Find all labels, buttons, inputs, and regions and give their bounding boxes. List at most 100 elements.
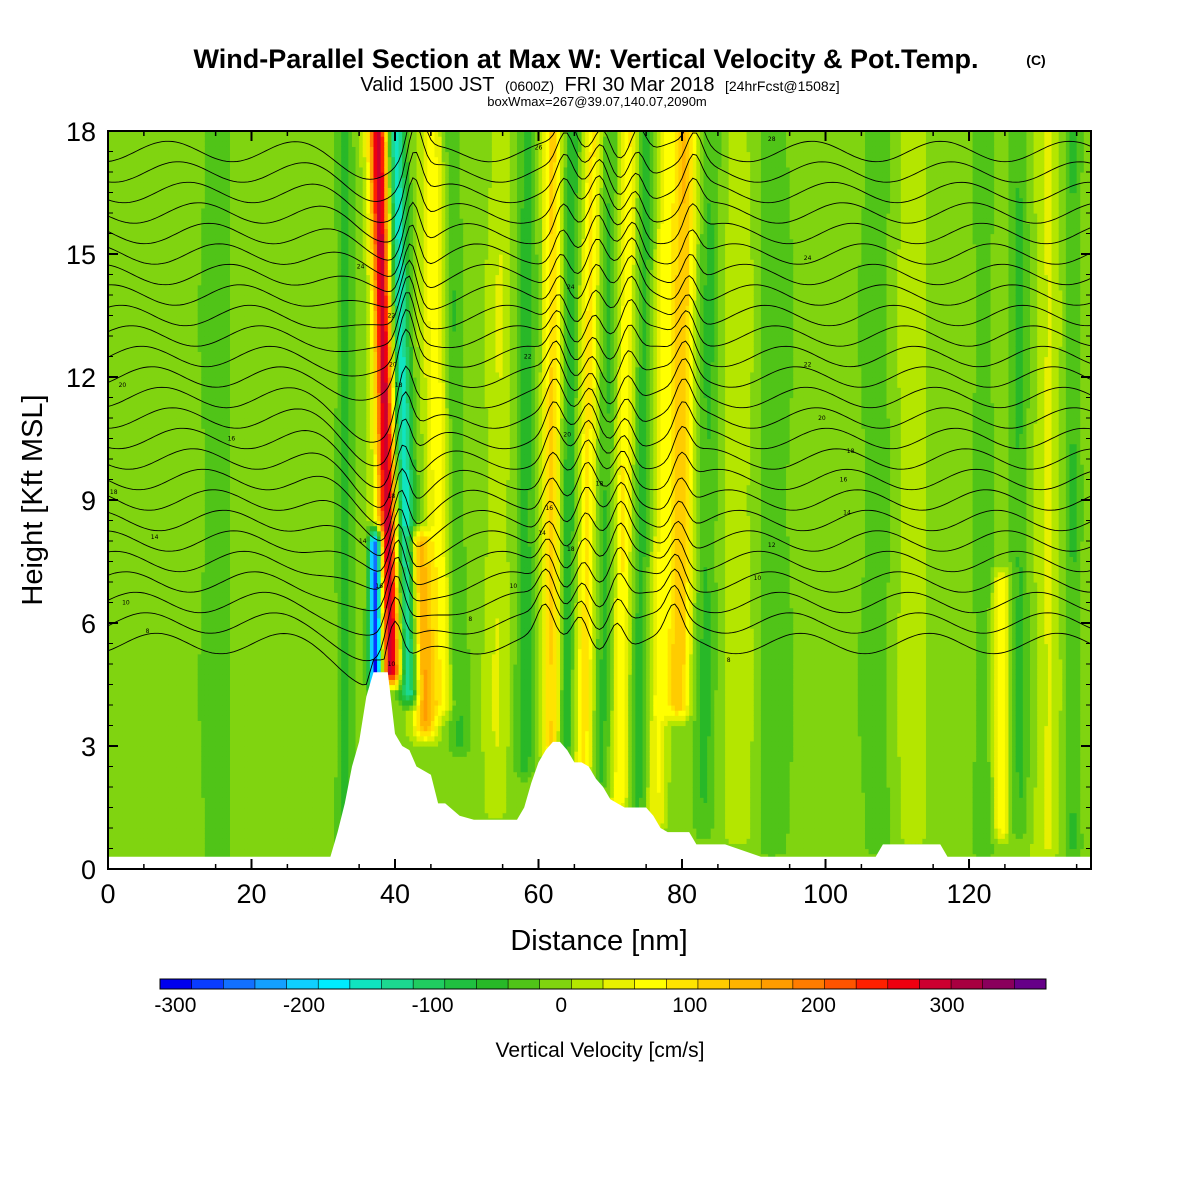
velocity-cell xyxy=(219,561,224,568)
velocity-cell xyxy=(219,131,224,137)
velocity-cell xyxy=(212,817,217,824)
velocity-cell xyxy=(133,515,138,522)
velocity-cell xyxy=(154,213,159,219)
velocity-cell xyxy=(147,546,152,552)
velocity-cell xyxy=(136,720,141,727)
velocity-cell xyxy=(190,664,195,670)
velocity-cell xyxy=(133,284,138,291)
velocity-cell xyxy=(219,822,224,829)
velocity-cell xyxy=(186,792,192,798)
velocity-cell xyxy=(194,787,199,793)
velocity-cell xyxy=(226,187,231,194)
velocity-cell xyxy=(219,428,224,434)
velocity-cell xyxy=(151,433,156,440)
velocity-cell xyxy=(118,756,123,762)
velocity-cell xyxy=(172,735,177,742)
velocity-cell xyxy=(133,300,138,306)
velocity-cell xyxy=(168,412,174,419)
velocity-cell xyxy=(136,264,141,270)
velocity-cell xyxy=(212,366,217,373)
velocity-cell xyxy=(143,643,149,650)
velocity-cell xyxy=(168,351,174,358)
velocity-cell xyxy=(190,643,195,650)
velocity-cell xyxy=(165,674,170,680)
velocity-cell xyxy=(226,694,231,701)
velocity-cell xyxy=(176,643,181,650)
velocity-cell xyxy=(122,535,127,542)
velocity-cell xyxy=(219,274,224,281)
velocity-cell xyxy=(172,177,177,183)
velocity-cell xyxy=(229,510,235,516)
velocity-cell xyxy=(158,197,163,204)
velocity-cell xyxy=(215,207,220,214)
velocity-cell xyxy=(122,228,127,235)
velocity-cell xyxy=(151,315,156,322)
velocity-cell xyxy=(183,443,188,450)
velocity-cell xyxy=(129,838,134,844)
velocity-cell xyxy=(176,699,181,706)
velocity-cell xyxy=(140,243,145,250)
velocity-cell xyxy=(201,694,206,701)
velocity-cell xyxy=(125,423,131,429)
velocity-cell xyxy=(183,617,188,624)
velocity-cell xyxy=(143,320,149,327)
velocity-cell xyxy=(125,715,131,721)
velocity-cell xyxy=(133,397,138,404)
velocity-cell xyxy=(183,817,188,824)
velocity-cell xyxy=(140,525,145,532)
velocity-cell xyxy=(154,771,159,778)
velocity-cell xyxy=(183,341,188,347)
velocity-cell xyxy=(183,628,188,634)
velocity-cell xyxy=(204,464,210,470)
velocity-cell xyxy=(219,720,224,727)
velocity-cell xyxy=(204,633,210,639)
velocity-cell xyxy=(118,295,123,301)
velocity-cell xyxy=(168,464,174,470)
velocity-cell xyxy=(172,392,177,399)
velocity-cell xyxy=(226,474,231,481)
velocity-cell xyxy=(176,459,181,465)
velocity-cell xyxy=(222,264,227,270)
velocity-cell xyxy=(201,218,206,224)
velocity-cell xyxy=(111,705,116,711)
velocity-cell xyxy=(125,535,131,542)
velocity-cell xyxy=(179,617,184,624)
velocity-cell xyxy=(154,397,159,404)
velocity-cell xyxy=(143,197,149,204)
velocity-cell xyxy=(158,146,163,153)
velocity-cell xyxy=(118,310,123,317)
velocity-cell xyxy=(133,587,138,593)
velocity-cell xyxy=(168,387,174,393)
velocity-cell xyxy=(125,156,131,163)
velocity-cell xyxy=(172,172,177,178)
velocity-cell xyxy=(222,617,227,624)
velocity-cell xyxy=(108,746,113,752)
velocity-cell xyxy=(222,341,227,347)
velocity-cell xyxy=(115,428,120,434)
velocity-cell xyxy=(194,843,199,850)
velocity-cell xyxy=(161,781,166,788)
velocity-cell xyxy=(190,725,195,732)
velocity-cell xyxy=(194,735,199,742)
velocity-cell xyxy=(136,597,141,604)
velocity-cell xyxy=(201,351,206,358)
velocity-cell xyxy=(183,802,188,809)
velocity-cell xyxy=(143,797,149,803)
velocity-cell xyxy=(111,387,116,393)
velocity-cell xyxy=(186,746,192,752)
velocity-cell xyxy=(190,658,195,665)
velocity-cell xyxy=(168,730,174,737)
velocity-cell xyxy=(176,223,181,229)
velocity-cell xyxy=(161,494,166,501)
velocity-cell xyxy=(226,228,231,235)
velocity-cell xyxy=(204,315,210,322)
velocity-cell xyxy=(176,213,181,219)
velocity-cell xyxy=(140,156,145,163)
velocity-cell xyxy=(122,356,127,363)
velocity-cell xyxy=(125,289,131,296)
velocity-cell xyxy=(161,566,166,573)
velocity-cell xyxy=(143,161,149,168)
velocity-cell xyxy=(115,546,120,552)
velocity-cell xyxy=(129,792,134,798)
velocity-cell xyxy=(108,556,113,563)
